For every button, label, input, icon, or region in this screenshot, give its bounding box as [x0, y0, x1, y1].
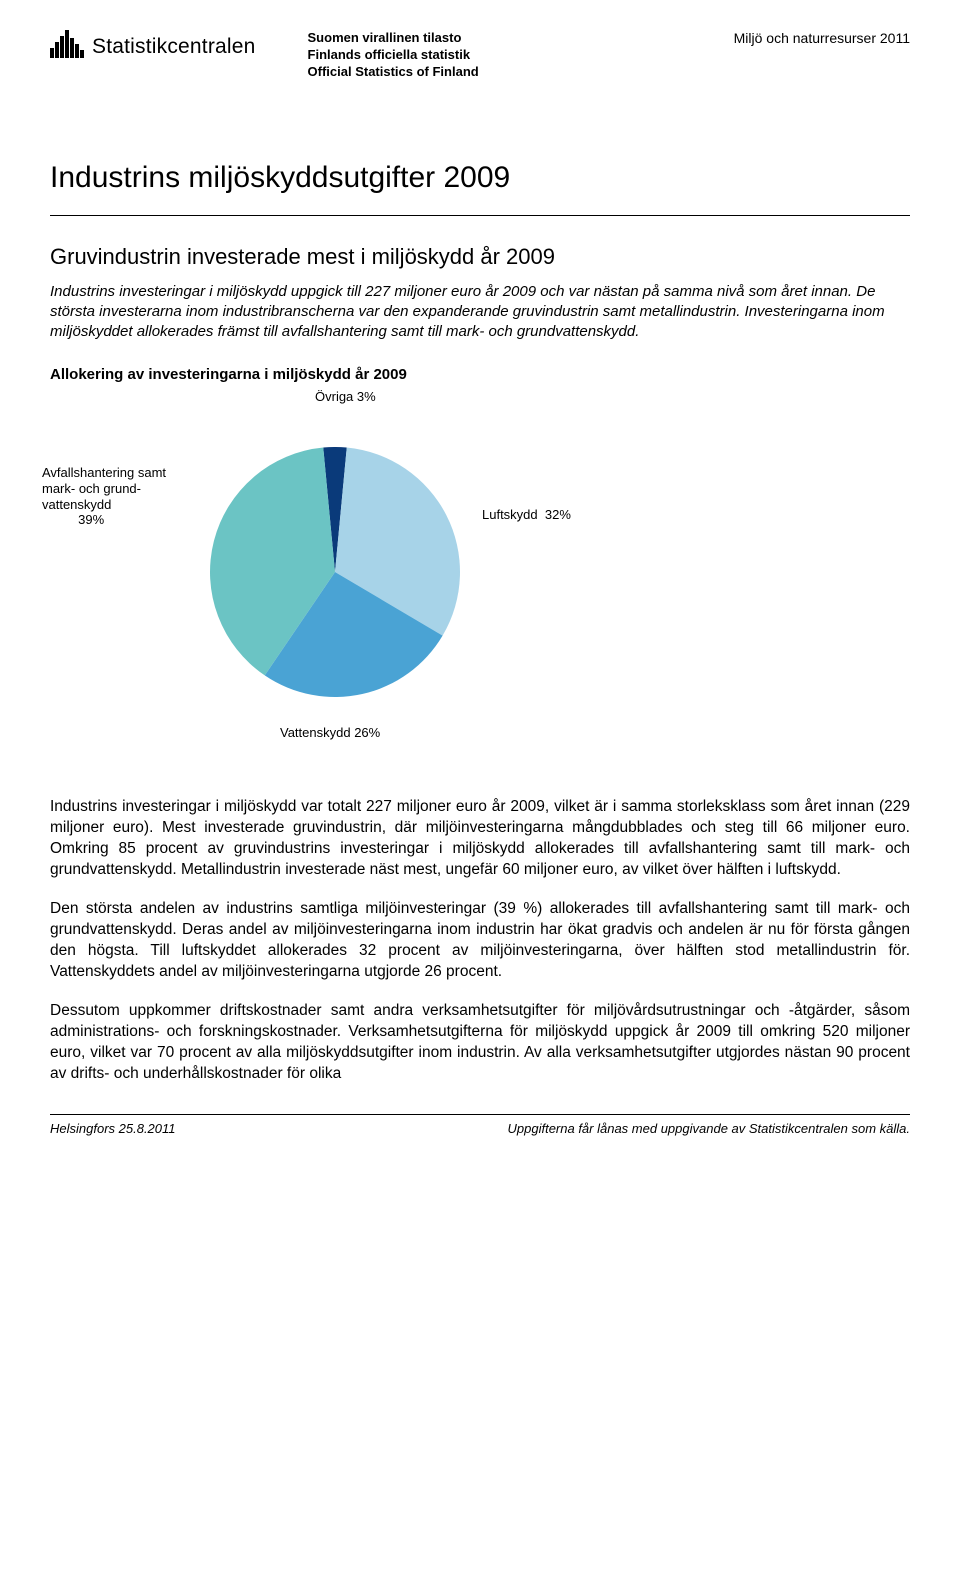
pie-chart: Övriga 3%Luftskydd 32%Vattenskydd 26%Avf…: [50, 387, 610, 767]
pie-svg: [210, 447, 460, 697]
page-title: Industrins miljöskyddsutgifter 2009: [50, 161, 910, 195]
pie-slice-label: Vattenskydd 26%: [280, 725, 380, 741]
body-paragraph: Industrins investeringar i miljöskydd va…: [50, 797, 910, 881]
footer-right: Uppgifterna får lånas med uppgivande av …: [508, 1121, 911, 1136]
official-stat-lines: Suomen virallinen tilasto Finlands offic…: [308, 30, 479, 81]
bars-icon: [50, 30, 84, 63]
pie-slice-label: Avfallshantering samt mark- och grund- v…: [42, 465, 166, 527]
header-left-block: Statistikcentralen Suomen virallinen til…: [50, 30, 479, 81]
org-logo-block: Statistikcentralen: [50, 30, 256, 63]
org-name: Statistikcentralen: [92, 35, 256, 59]
title-rule: [50, 215, 910, 216]
page-subtitle: Gruvindustrin investerade mest i miljösk…: [50, 244, 910, 270]
body-text: Industrins investeringar i miljöskydd va…: [50, 797, 910, 1084]
pie-slice-label: Övriga 3%: [315, 389, 376, 405]
document-footer: Helsingfors 25.8.2011 Uppgifterna får lå…: [50, 1114, 910, 1156]
body-paragraph: Den största andelen av industrins samtli…: [50, 899, 910, 983]
stat-line: Suomen virallinen tilasto: [308, 30, 479, 47]
chart-title: Allokering av investeringarna i miljösky…: [50, 366, 910, 383]
document-header: Statistikcentralen Suomen virallinen til…: [50, 30, 910, 81]
body-paragraph: Dessutom uppkommer driftskostnader samt …: [50, 1001, 910, 1085]
stat-line: Official Statistics of Finland: [308, 64, 479, 81]
pie-slice-label: Luftskydd 32%: [482, 507, 571, 523]
footer-left: Helsingfors 25.8.2011: [50, 1121, 176, 1136]
stat-line: Finlands officiella statistik: [308, 47, 479, 64]
document-category: Miljö och naturresurser 2011: [734, 30, 910, 46]
intro-paragraph: Industrins investeringar i miljöskydd up…: [50, 282, 910, 343]
